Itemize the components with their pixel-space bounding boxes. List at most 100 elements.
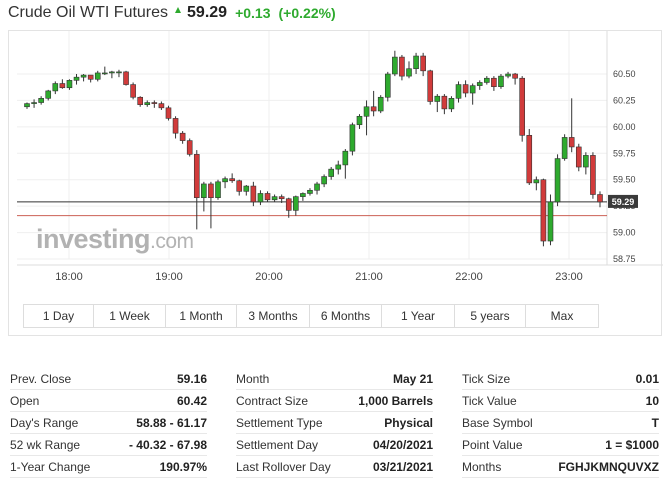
stat-row: Contract Size 1,000 Barrels bbox=[236, 390, 433, 412]
x-tick-label: 23:00 bbox=[555, 271, 583, 283]
candle-down bbox=[575, 146, 582, 168]
stat-value: 59.16 bbox=[176, 371, 207, 386]
instrument-title: Crude Oil WTI Futures bbox=[8, 4, 169, 21]
investing-watermark-logo: investing.com bbox=[36, 224, 194, 254]
candle-down bbox=[427, 70, 434, 102]
candle-down bbox=[540, 179, 547, 242]
range-button-1-week[interactable]: 1 Week bbox=[94, 305, 166, 327]
candle-down bbox=[151, 102, 158, 104]
candle-up bbox=[24, 103, 30, 108]
stat-value: Physical bbox=[384, 415, 433, 430]
stat-label: Last Rollover Day bbox=[236, 459, 331, 474]
candle-up bbox=[554, 158, 561, 203]
candle-up bbox=[300, 193, 306, 197]
quote-header: Crude Oil WTI Futures 59.29 +0.13 (+0.22… bbox=[8, 2, 336, 24]
candle-up bbox=[257, 193, 264, 203]
candle-down bbox=[87, 74, 94, 80]
candle-up bbox=[469, 85, 476, 94]
candle-up bbox=[321, 176, 327, 185]
candle-up bbox=[116, 71, 122, 74]
candle-up bbox=[144, 102, 151, 105]
range-button-1-month[interactable]: 1 Month bbox=[166, 305, 237, 327]
current-price-label: 59.29 bbox=[612, 197, 635, 207]
candle-up bbox=[547, 201, 554, 242]
candle-up bbox=[293, 196, 299, 211]
candle-up bbox=[406, 68, 412, 77]
stat-row: Point Value 1 = $1000 bbox=[462, 434, 659, 456]
candle-down bbox=[462, 84, 469, 94]
stat-row: Day's Range 58.88 - 61.17 bbox=[10, 412, 207, 434]
candle-down bbox=[264, 193, 271, 201]
stat-label: Day's Range bbox=[10, 415, 79, 430]
y-tick-label: 58.75 bbox=[613, 254, 636, 264]
candle-down bbox=[597, 194, 603, 203]
last-price: 59.29 bbox=[187, 4, 228, 21]
y-tick-label: 59.00 bbox=[613, 228, 636, 238]
candle-up bbox=[533, 179, 540, 184]
stats-column-3: Tick Size 0.01 Tick Value 10 Base Symbol T Poi… bbox=[462, 368, 659, 478]
candle-up bbox=[363, 106, 370, 117]
candle-down bbox=[208, 183, 214, 198]
candle-up bbox=[434, 95, 441, 102]
candle-up bbox=[377, 96, 384, 112]
stat-row: Month May 21 bbox=[236, 368, 433, 390]
candle-down bbox=[165, 107, 172, 119]
range-button-6-months[interactable]: 6 Months bbox=[310, 305, 382, 327]
candle-up bbox=[94, 72, 101, 80]
candle-up bbox=[52, 83, 59, 92]
candle-down bbox=[441, 95, 448, 110]
candle-up bbox=[448, 98, 455, 110]
x-tick-label: 20:00 bbox=[255, 271, 283, 283]
x-tick-label: 19:00 bbox=[155, 271, 183, 283]
stat-value: 0.01 bbox=[635, 371, 659, 386]
range-button-1-year[interactable]: 1 Year bbox=[382, 305, 455, 327]
y-tick-label: 59.75 bbox=[613, 148, 636, 158]
candle-up bbox=[102, 72, 108, 75]
candle-down bbox=[186, 140, 193, 155]
candle-up bbox=[31, 102, 37, 104]
candle-up bbox=[484, 77, 490, 83]
range-button-3-months[interactable]: 3 Months bbox=[237, 305, 310, 327]
stat-label: Months bbox=[462, 459, 502, 474]
candle-down bbox=[172, 118, 179, 134]
price-change: +0.13 bbox=[235, 5, 271, 21]
candle-down bbox=[491, 77, 497, 87]
candle-up bbox=[80, 74, 87, 78]
candle-up bbox=[349, 124, 356, 152]
y-tick-label: 59.50 bbox=[613, 175, 636, 185]
time-range-selector: 1 Day 1 Week 1 Month 3 Months 6 Months 1 Year… bbox=[23, 304, 599, 328]
stat-row: Base Symbol T bbox=[462, 412, 659, 434]
candle-down bbox=[179, 132, 186, 141]
candle-down bbox=[526, 135, 533, 184]
candle-up bbox=[413, 55, 419, 70]
stat-label: Base Symbol bbox=[462, 415, 533, 430]
range-button-max[interactable]: Max bbox=[526, 305, 598, 327]
x-tick-label: 22:00 bbox=[455, 271, 483, 283]
candle-down bbox=[130, 84, 136, 98]
stat-row: Open 60.42 bbox=[10, 390, 207, 412]
price-change-percent: (+0.22%) bbox=[278, 5, 336, 21]
stat-label: Settlement Day bbox=[236, 437, 319, 452]
candle-up bbox=[45, 90, 52, 99]
up-arrow-icon bbox=[175, 7, 182, 13]
stat-label: Point Value bbox=[462, 437, 523, 452]
candlestick-chart[interactable]: 60.5060.2560.0059.7559.5059.2559.0058.75… bbox=[9, 31, 663, 337]
candle-down bbox=[278, 196, 285, 200]
range-button-5-years[interactable]: 5 years bbox=[455, 305, 526, 327]
stats-column-1: Prev. Close 59.16 Open 60.42 Day's Range 58.8… bbox=[10, 368, 207, 478]
candle-up bbox=[66, 80, 73, 89]
candle-up bbox=[73, 76, 80, 81]
x-tick-label: 18:00 bbox=[55, 271, 83, 283]
stat-row: Prev. Close 59.16 bbox=[10, 368, 207, 390]
range-button-1-day[interactable]: 1 Day bbox=[24, 305, 94, 327]
stat-value: FGHJKMNQUVXZ bbox=[558, 459, 659, 474]
stat-value: 04/20/2021 bbox=[372, 437, 433, 452]
candle-up bbox=[392, 56, 398, 75]
candle-down bbox=[158, 103, 165, 109]
candle-down bbox=[420, 55, 426, 72]
candle-down bbox=[519, 77, 525, 136]
candle-up bbox=[307, 189, 313, 194]
stat-value: 03/21/2021 bbox=[372, 459, 433, 474]
candle-up bbox=[335, 164, 342, 170]
candle-down bbox=[512, 73, 518, 79]
